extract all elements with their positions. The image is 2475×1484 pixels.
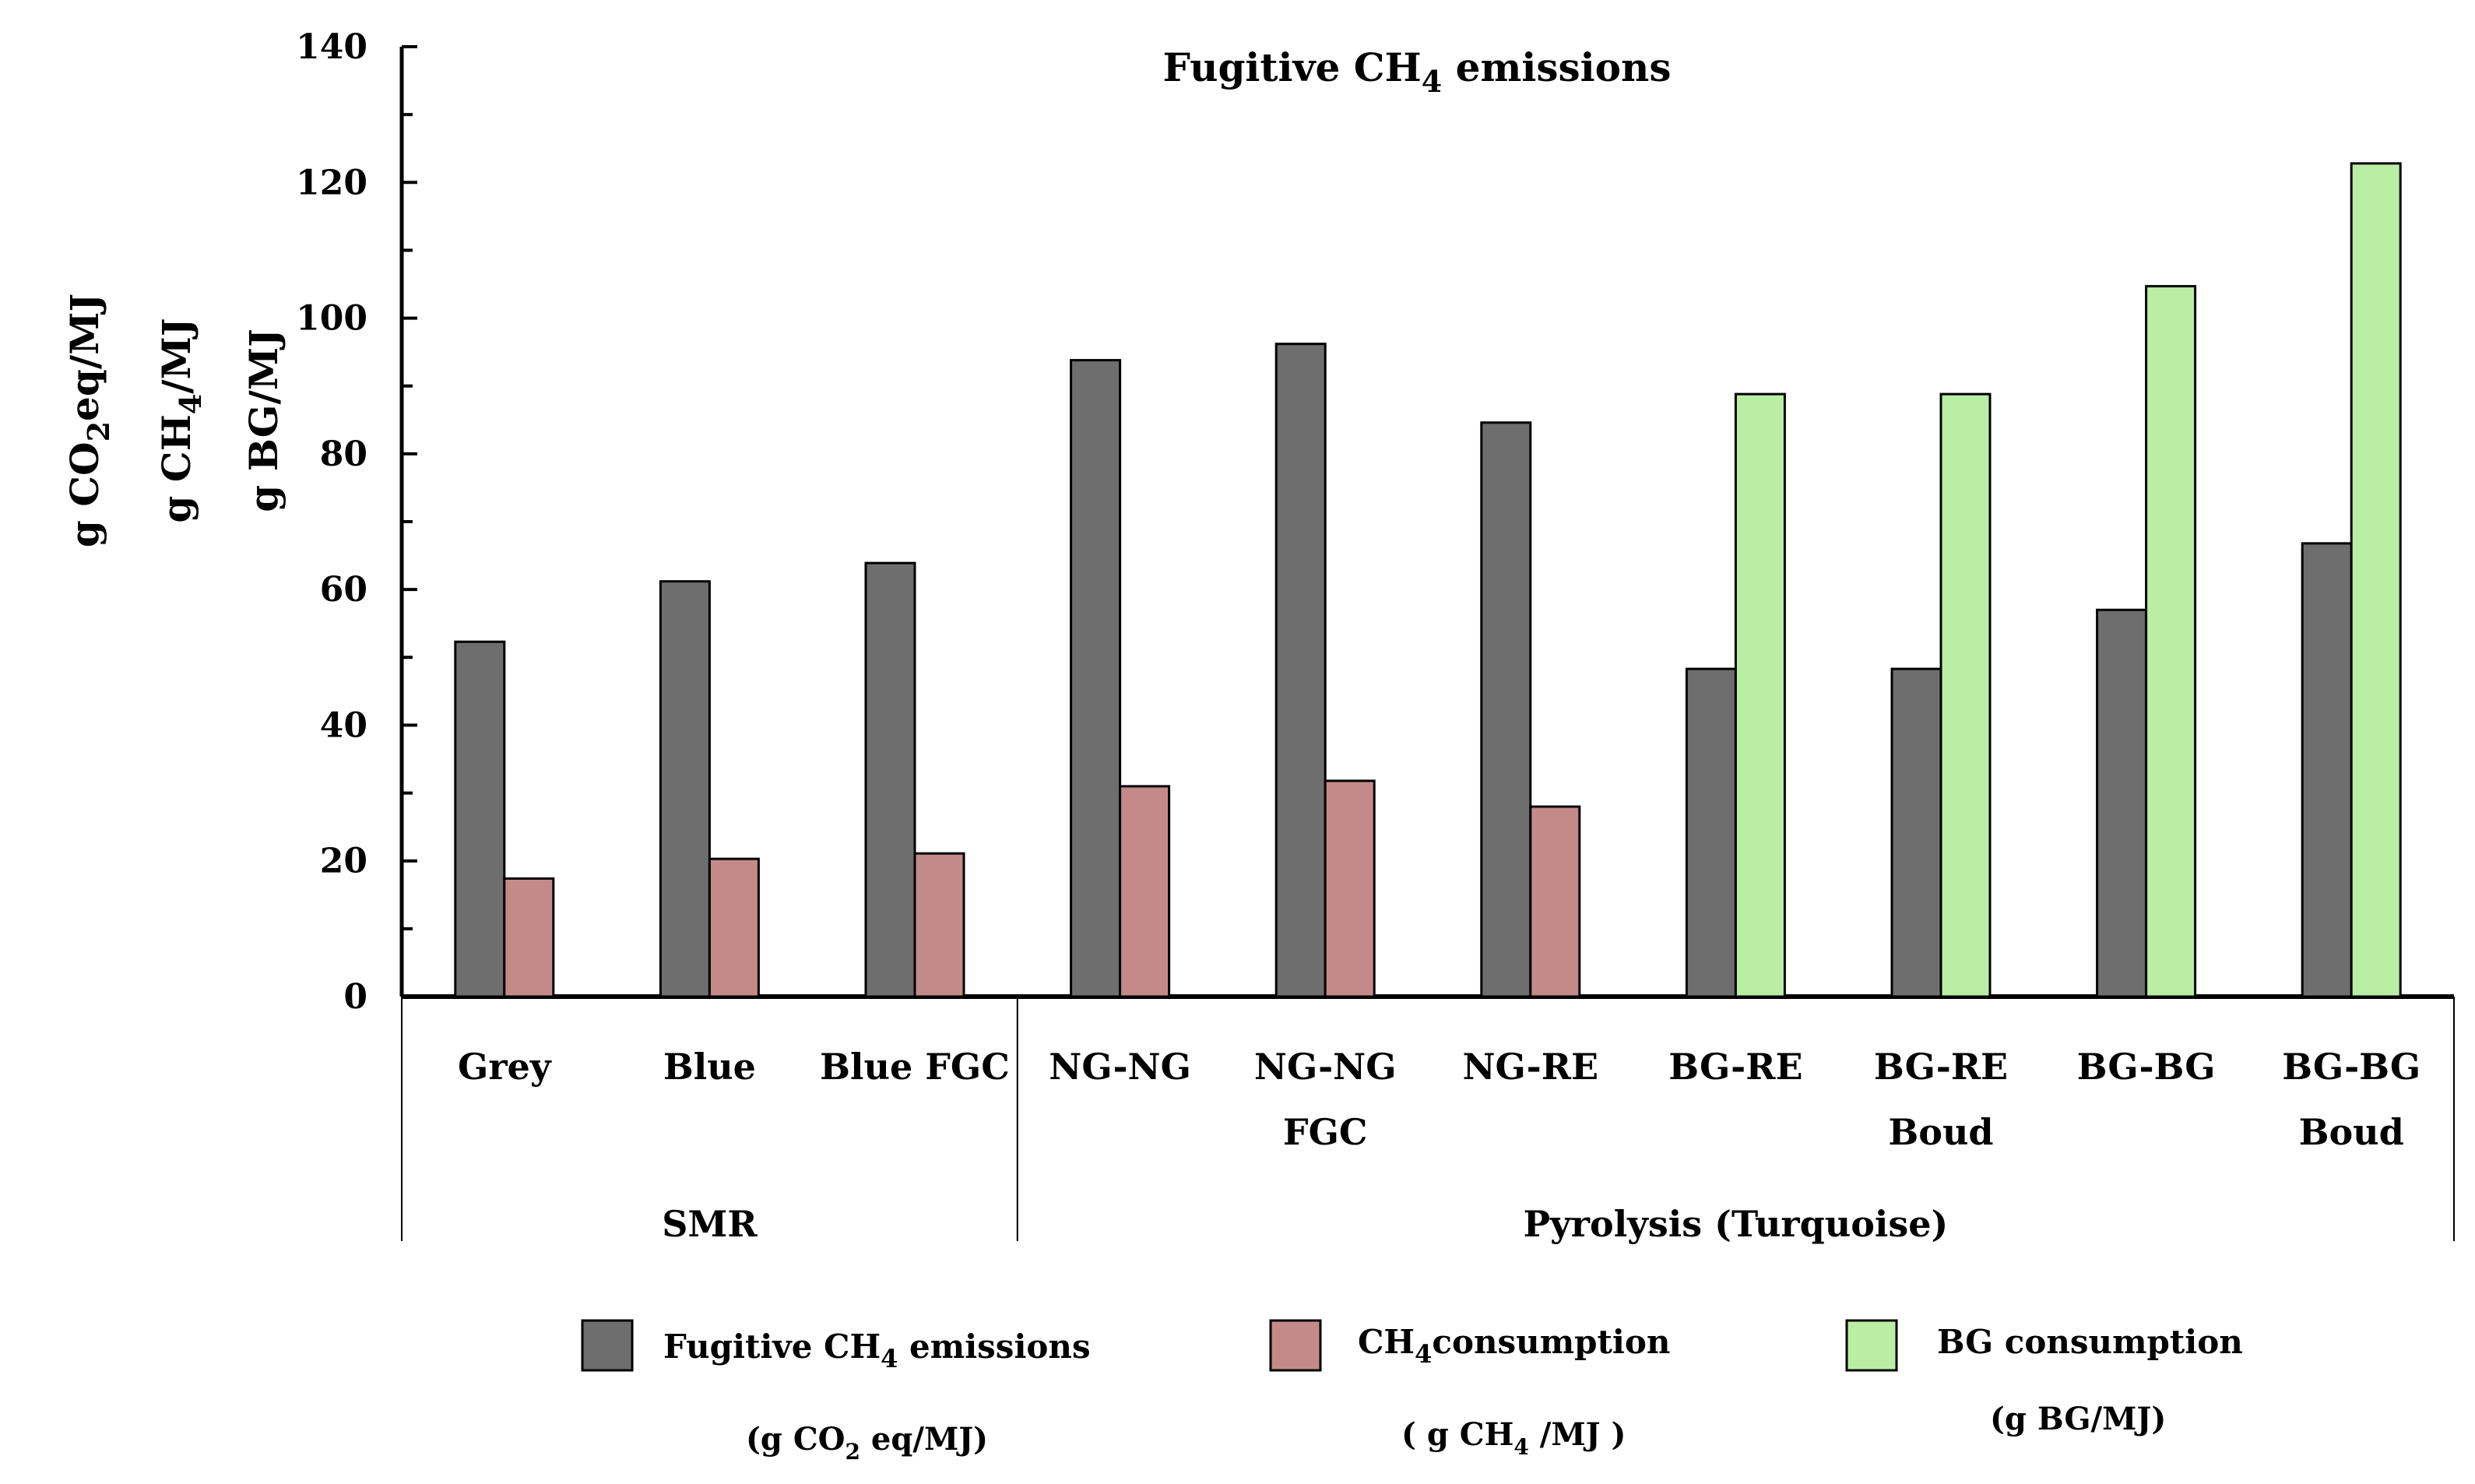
bar-ch4-consumption <box>1324 779 1376 998</box>
bar-ch4-consumption <box>708 857 760 998</box>
bar-fugitive-ch4-emissions <box>2301 542 2353 998</box>
y-tick-label: 40 <box>320 705 367 745</box>
legend-unit-fugitive: (g CO2 eq/MJ) <box>746 1421 988 1465</box>
bar-fugitive-ch4-emissions <box>1274 343 1327 998</box>
x-category-label: NG-NG <box>1049 1046 1191 1088</box>
x-category-label-line2: FGC <box>1283 1111 1368 1153</box>
legend-swatch-bg <box>1845 1319 1898 1372</box>
bar-fugitive-ch4-emissions <box>454 640 506 998</box>
x-category-label: NG-NG <box>1254 1046 1397 1088</box>
chart-title: Fugitive CH4 emissions <box>1162 44 1671 99</box>
bar-fugitive-ch4-emissions <box>1685 667 1737 998</box>
y-tick-label: 20 <box>320 842 367 881</box>
bar-ch4-consumption <box>1119 785 1171 998</box>
x-category-label-line2: Boud <box>1888 1111 1993 1153</box>
y-tick-label: 140 <box>296 27 367 67</box>
y-axis-label-co2: g CO2eq/MJ <box>62 294 116 547</box>
bar-fugitive-ch4-emissions <box>1480 421 1532 998</box>
y-tick-label: 120 <box>296 163 367 202</box>
y-axis-label-bg: g BG/MJ <box>241 329 287 512</box>
x-category-label-line2: Boud <box>2299 1111 2404 1153</box>
legend-unit-bg: (g BG/MJ) <box>1990 1401 2166 1437</box>
bar-bg-consumption <box>1939 392 1992 998</box>
bar-bg-consumption <box>2145 285 2197 998</box>
legend-swatch-fugitive <box>581 1319 634 1372</box>
y-axis-label-ch4: g CH4/MJ <box>153 318 208 522</box>
legend-label-bg: BG consumption <box>1937 1323 2243 1361</box>
bar-ch4-consumption <box>913 852 965 998</box>
y-tick-label: 0 <box>343 977 367 1017</box>
y-tick-label: 100 <box>296 299 367 339</box>
bar-bg-consumption <box>1734 392 1786 998</box>
group-label: SMR <box>662 1203 758 1245</box>
bar-fugitive-ch4-emissions <box>1070 359 1122 998</box>
x-category-label: BG-BG <box>2282 1046 2421 1088</box>
x-category-label: BG-BG <box>2077 1046 2216 1088</box>
x-category-label: BG-RE <box>1874 1046 2008 1088</box>
bar-ch4-consumption <box>1529 805 1581 998</box>
legend-label-fugitive: Fugitive CH4 emissions <box>663 1328 1091 1373</box>
y-tick-label: 80 <box>320 434 367 474</box>
legend-unit-ch4: ( g CH4 /MJ ) <box>1401 1416 1626 1460</box>
legend: Fugitive CH4 emissions (g CO2 eq/MJ) CH4… <box>581 1319 2243 1465</box>
y-tick-label: 60 <box>320 570 367 610</box>
x-category-label: BG-RE <box>1668 1046 1802 1088</box>
legend-label-ch4: CH4consumption <box>1358 1323 1670 1369</box>
bar-fugitive-ch4-emissions <box>2096 608 2148 998</box>
x-category-label: Grey <box>458 1046 552 1088</box>
legend-swatch-ch4 <box>1269 1319 1322 1372</box>
bar-fugitive-ch4-emissions <box>659 580 711 998</box>
bar-bg-consumption <box>2350 162 2402 998</box>
group-label: Pyrolysis (Turquoise) <box>1523 1203 1948 1245</box>
x-category-label: NG-RE <box>1463 1046 1599 1088</box>
x-category-label: Blue FGC <box>820 1046 1010 1088</box>
x-category-label: Blue <box>663 1046 756 1088</box>
plot-area: 0 20 40 60 80 100 120 140 Grey Blue Blue FGC NG-NG N… <box>296 27 2455 1245</box>
bar-ch4-consumption <box>503 877 555 998</box>
bar-fugitive-ch4-emissions <box>1890 667 1942 998</box>
bar-fugitive-ch4-emissions <box>864 561 916 998</box>
